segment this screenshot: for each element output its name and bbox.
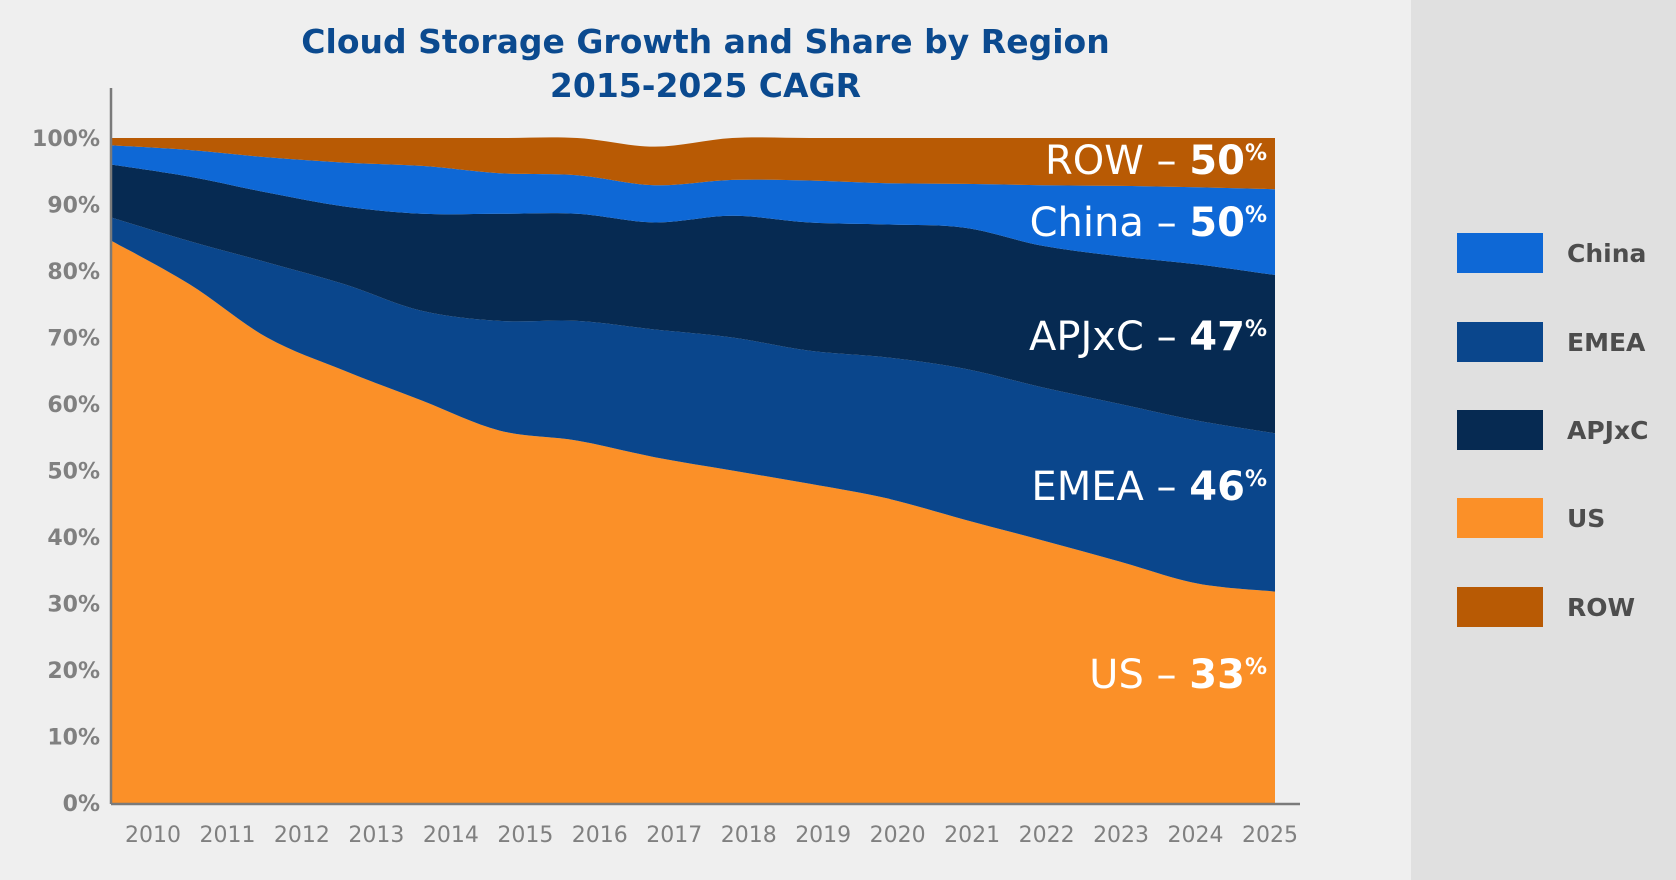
- annotation-value: 33: [1189, 652, 1245, 698]
- y-tick-label: 100%: [32, 127, 100, 152]
- x-tick-label: 2018: [721, 823, 777, 848]
- y-tick-label: 70%: [47, 327, 100, 352]
- annotation-label: EMEA –: [1031, 464, 1189, 510]
- x-tick-label: 2012: [274, 823, 330, 848]
- area-china: [112, 145, 1275, 275]
- y-tick-label: 50%: [47, 460, 100, 485]
- annotation-us: US – 33%: [1089, 652, 1267, 698]
- annotation-unit: %: [1245, 141, 1267, 166]
- annotation-label: US –: [1089, 652, 1189, 698]
- annotation-emea: EMEA – 46%: [1031, 464, 1267, 510]
- x-tick-label: 2020: [870, 823, 926, 848]
- legend-label: US: [1567, 503, 1606, 533]
- x-tick-label: 2019: [795, 823, 851, 848]
- legend-label: APJxC: [1567, 415, 1649, 445]
- y-tick-label: 10%: [47, 726, 100, 751]
- legend-item-us: US: [1457, 498, 1605, 538]
- x-tick-label: 2022: [1019, 823, 1075, 848]
- legend-item-china: China: [1457, 233, 1646, 273]
- annotation-row: ROW – 50%: [1045, 138, 1267, 184]
- x-tick-label: 2017: [646, 823, 702, 848]
- y-tick-label: 0%: [63, 792, 100, 817]
- area-us: [112, 241, 1275, 803]
- annotation-value: 46: [1189, 464, 1245, 510]
- y-tick-label: 40%: [47, 526, 100, 551]
- x-tick-label: 2024: [1168, 823, 1224, 848]
- legend-swatch: [1457, 587, 1543, 627]
- y-tick-label: 60%: [47, 393, 100, 418]
- annotation-china: China – 50%: [1030, 200, 1267, 246]
- annotation-label: APJxC –: [1029, 314, 1189, 360]
- annotation-unit: %: [1245, 655, 1267, 680]
- chart-title: Cloud Storage Growth and Share by Region: [301, 22, 1110, 61]
- legend-swatch: [1457, 410, 1543, 450]
- x-tick-label: 2011: [199, 823, 255, 848]
- x-tick-label: 2015: [497, 823, 553, 848]
- legend-swatch: [1457, 233, 1543, 273]
- x-tick-label: 2025: [1242, 823, 1298, 848]
- area-apjxc: [112, 164, 1275, 434]
- x-tick-label: 2010: [125, 823, 181, 848]
- annotation-unit: %: [1245, 203, 1267, 228]
- annotation-value: 47: [1189, 314, 1245, 360]
- y-tick-label: 30%: [47, 593, 100, 618]
- x-tick-label: 2021: [944, 823, 1000, 848]
- x-tick-label: 2023: [1093, 823, 1149, 848]
- y-tick-label: 90%: [47, 194, 100, 219]
- legend-label: ROW: [1567, 592, 1636, 622]
- legend-item-row: ROW: [1457, 587, 1635, 627]
- y-tick-label: 80%: [47, 260, 100, 285]
- annotation-unit: %: [1245, 467, 1267, 492]
- legend-panel: [1411, 0, 1676, 880]
- annotation-unit: %: [1245, 317, 1267, 342]
- annotation-apjxc: APJxC – 47%: [1029, 314, 1267, 360]
- legend-item-emea: EMEA: [1457, 322, 1645, 362]
- area-row: [112, 137, 1275, 190]
- annotation-value: 50: [1189, 200, 1245, 246]
- legend-item-apjxc: APJxC: [1457, 410, 1648, 450]
- y-tick-label: 20%: [47, 659, 100, 684]
- annotation-label: China –: [1030, 200, 1190, 246]
- legend-label: China: [1567, 238, 1647, 268]
- x-tick-label: 2013: [348, 823, 404, 848]
- legend-label: EMEA: [1567, 327, 1646, 357]
- x-tick-label: 2014: [423, 823, 479, 848]
- legend-swatch: [1457, 498, 1543, 538]
- annotation-label: ROW –: [1045, 138, 1189, 184]
- annotation-value: 50: [1189, 138, 1245, 184]
- area-emea: [112, 217, 1275, 592]
- chart-subtitle: 2015-2025 CAGR: [549, 66, 862, 105]
- x-tick-label: 2016: [572, 823, 628, 848]
- legend-swatch: [1457, 322, 1543, 362]
